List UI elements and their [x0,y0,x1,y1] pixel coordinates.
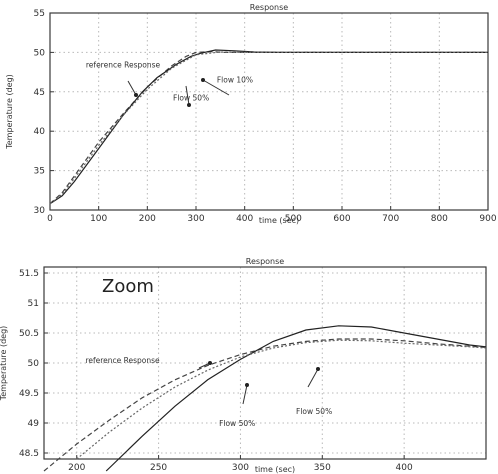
annotation-arrow [202,79,230,96]
annotation-label: Flow 50% [219,419,255,428]
x-axis-label: time (sec) [255,465,295,474]
annotation-arrow-head [134,93,138,97]
grid [49,12,489,211]
y-tick-label: 51.5 [19,269,39,279]
x-tick-label: 250 [150,463,167,473]
y-axis-label: Temperature (deg) [5,74,14,150]
x-tick-label: 600 [333,214,350,224]
annotation-arrow [185,85,190,106]
y-axis-label: Temperature (deg) [0,326,8,402]
annotation-arrow [198,362,211,369]
annotation-arrow-head [245,383,249,387]
grid [44,267,486,459]
x-tick-label: 300 [232,463,249,473]
x-tick-label: 0 [47,214,53,224]
annotation-label: Flow 50% [173,93,209,102]
x-axis-label: time (sec) [259,216,299,225]
chart-panel-1: 0 100 200 300 400 500 600 700 800 900 30 35 40 45 50 55… [5,3,497,225]
x-tick-label: 350 [314,463,331,473]
annotation-arrow [127,80,137,96]
x-tick-label: 700 [382,214,399,224]
y-tick-label: 51 [28,299,39,309]
annotation-arrow-head [316,367,320,371]
y-tick-label: 50 [34,48,46,58]
x-tick-label: 100 [90,214,107,224]
annotation-arrow-head [187,103,191,107]
x-tick-label: 400 [396,463,413,473]
y-tick-label: 55 [34,9,45,19]
series-line-flow-50- [105,325,487,472]
series-line-flow-10- [76,339,487,460]
zoom-label: Zoom [102,276,154,297]
x-tick-label: 200 [68,463,85,473]
annotation-label: reference Response [86,60,161,69]
chart-title: Response [250,3,289,12]
y-tick-label: 40 [34,127,46,137]
annotation-label: Flow 10% [217,75,253,84]
x-tick-label: 500 [285,214,302,224]
series-line-flow-10- [49,51,488,205]
annotation-arrow [307,368,319,388]
annotation-arrow-head [201,78,205,82]
chart-title: Response [246,257,285,266]
y-tick-label: 50.5 [19,329,39,339]
y-tick-label: 49 [28,419,40,429]
chart-panel-2: 200 250 300 350 400 48.5 49 49.5 50 50.5 51 51.5 Res… [0,257,487,474]
x-tick-label: 900 [479,214,496,224]
y-tick-label: 50 [28,359,40,369]
y-tick-label: 45 [34,88,45,98]
y-tick-label: 35 [34,167,45,177]
x-tick-label: 400 [236,214,253,224]
series-line-reference-response [49,50,488,205]
x-tick-label: 800 [431,214,448,224]
y-tick-label: 48.5 [19,449,39,459]
y-tick-label: 49.5 [19,389,39,399]
annotation-arrow-head [208,361,212,365]
annotation-arrow [242,384,248,405]
x-tick-label: 200 [139,214,156,224]
annotation-label: Flow 50% [296,407,332,416]
series-line-flow-50- [49,49,488,205]
y-tick-label: 30 [34,206,46,216]
plot-area-frame [49,12,489,211]
x-tick-label: 300 [187,214,204,224]
series-line-reference-response [43,338,487,472]
annotation-label: reference Response [85,356,160,365]
